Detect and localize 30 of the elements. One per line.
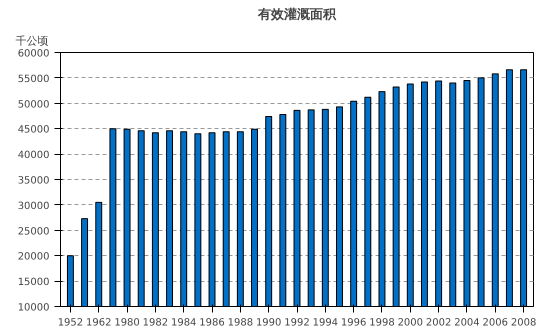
x-tick-label: 1982 [142, 318, 168, 328]
x-tick-label: 2008 [510, 318, 536, 328]
y-tick-label: 45000 [18, 124, 50, 136]
y-tick-label: 25000 [18, 226, 50, 238]
y-axis-title: 千公顷 [16, 34, 48, 48]
x-tick-label: 1980 [114, 318, 140, 328]
x-tick-label: 1994 [312, 318, 338, 328]
x-tick-label: 1990 [256, 318, 282, 328]
y-tick-label: 40000 [18, 150, 50, 162]
x-tick-label: 1952 [58, 318, 84, 328]
y-tick-label: 55000 [18, 74, 50, 85]
x-tick-label: 1988 [228, 318, 254, 328]
x-tick-label: 1992 [284, 318, 310, 328]
x-tick-label: 1984 [170, 318, 196, 328]
y-tick-label: 15000 [18, 277, 50, 288]
y-tick-label: 35000 [18, 176, 50, 186]
x-tick-label: 1996 [340, 318, 366, 328]
x-tick-label: 1998 [369, 318, 395, 328]
x-tick-label: 2004 [454, 318, 480, 328]
y-tick-label: 60000 [18, 48, 50, 60]
y-tick-label: 50000 [18, 99, 50, 110]
x-tick-label: 2002 [426, 318, 452, 328]
x-tick-label: 1986 [199, 318, 225, 328]
chart-title: 有效灌溉面积 [257, 8, 337, 22]
y-tick-label: 20000 [18, 252, 50, 263]
y-tick-label: 10000 [18, 302, 50, 314]
x-tick-label: 2000 [398, 318, 424, 328]
x-tick-label: 2006 [482, 318, 508, 328]
x-tick-label: 1962 [86, 318, 112, 328]
y-tick-label: 30000 [18, 200, 50, 212]
